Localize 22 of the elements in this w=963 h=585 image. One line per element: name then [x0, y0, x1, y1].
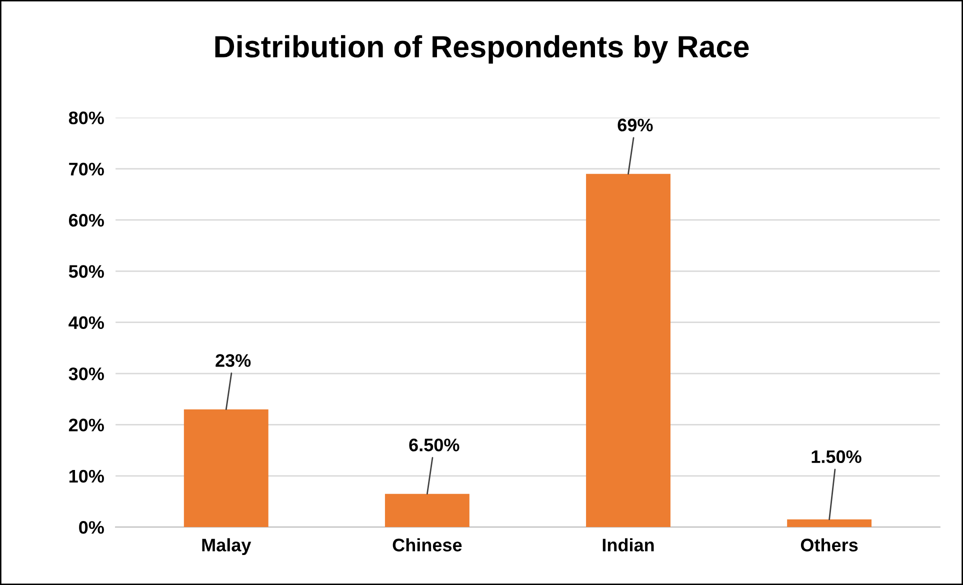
x-tick-label: Others — [800, 538, 858, 552]
x-tick-label: Indian — [602, 538, 654, 552]
y-tick-label: 60% — [68, 214, 104, 227]
y-tick-label: 30% — [68, 367, 104, 380]
y-tick-label: 10% — [69, 470, 104, 483]
y-tick-label: 40% — [68, 316, 104, 330]
y-tick-label: 50% — [68, 265, 104, 278]
y-tick-label: 80% — [68, 112, 104, 124]
data-label: 6.50% — [409, 438, 460, 452]
data-label: 23% — [216, 354, 251, 367]
data-label: 1.50% — [812, 450, 862, 464]
bar — [586, 174, 670, 528]
bar — [787, 519, 872, 528]
bar — [184, 409, 268, 528]
y-tick-label: 0% — [79, 521, 104, 534]
x-tick-label: Malay — [202, 538, 252, 556]
y-tick-label: 70% — [69, 162, 104, 176]
bar — [384, 494, 470, 528]
y-tick-label: 20% — [68, 418, 104, 432]
x-tick-label: Chinese — [392, 538, 462, 552]
chart-title: Distribution of Respondents by Race — [215, 35, 749, 64]
data-label: 69% — [618, 118, 653, 132]
